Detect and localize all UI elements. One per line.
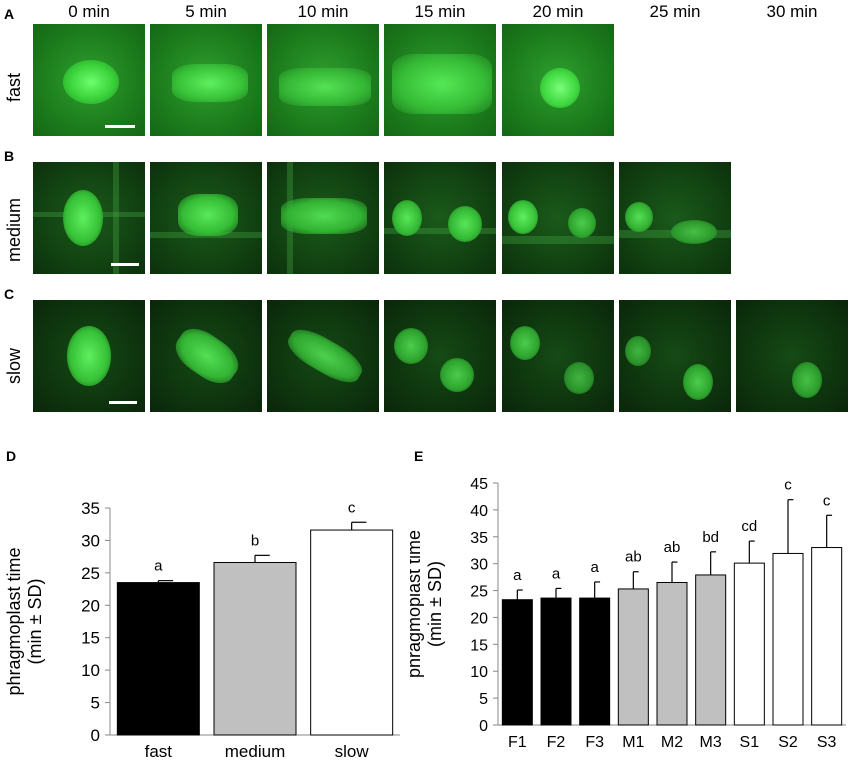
micrograph-medium-15min	[384, 162, 496, 274]
panel-letter-d: D	[6, 448, 17, 464]
micrograph-medium-5min	[150, 162, 262, 274]
time-label-20: 20 min	[532, 2, 584, 21]
y-tick-label: 10	[470, 664, 488, 681]
scale-bar	[109, 401, 137, 404]
y-tick-label: 30	[81, 531, 100, 550]
scale-bar	[111, 263, 139, 266]
time-label-25: 25 min	[649, 2, 701, 21]
x-tick-label: medium	[225, 742, 285, 761]
chart-e: 0 5 10 15 20 25 30 35 40 45 phragmoplast time(min …	[410, 476, 846, 751]
significance-label: ab	[664, 539, 681, 556]
micrograph-slow-0min	[33, 300, 145, 412]
time-label-15: 15 min	[414, 2, 466, 21]
significance-label: a	[154, 558, 163, 575]
bar	[501, 599, 533, 726]
panel-letter-c: C	[4, 286, 15, 302]
y-tick-label: 0	[91, 726, 100, 745]
micrograph-slow-15min	[384, 300, 496, 412]
row-label-fast: fast	[4, 72, 24, 102]
significance-label: b	[251, 532, 259, 549]
x-tick-label: M1	[622, 734, 644, 751]
time-label-5: 5 min	[185, 2, 227, 21]
significance-label: c	[823, 492, 831, 509]
micrograph-fast-10min	[267, 24, 379, 136]
row-label-slow: slow	[4, 347, 24, 384]
y-axis-label: (min ± SD)	[425, 561, 445, 647]
y-tick-label: 35	[81, 499, 100, 518]
significance-label: a	[552, 565, 561, 582]
bar	[695, 574, 727, 726]
bar	[213, 561, 297, 736]
x-tick-label: F3	[585, 734, 604, 751]
y-tick-label: 10	[81, 661, 100, 680]
significance-label: cd	[741, 518, 757, 535]
row-label-medium: medium	[4, 197, 24, 262]
y-axis-label: (min ± SD)	[25, 579, 45, 665]
x-tick-label: F1	[508, 734, 527, 751]
panel-letter-a: A	[4, 6, 15, 22]
bar	[811, 547, 843, 726]
micrograph-medium-25min	[619, 162, 731, 274]
bar	[310, 529, 394, 736]
chart-d: 0 5 10 15 20 25 30 35 phragmoplast time (min ± SD…	[4, 499, 400, 761]
micrograph-fast-5min	[150, 24, 262, 136]
micrograph-medium-10min	[267, 162, 379, 274]
y-tick-label: 5	[91, 694, 100, 713]
x-tick-label: M2	[661, 734, 683, 751]
scale-bar	[105, 125, 135, 128]
time-label-0: 0 min	[68, 2, 110, 21]
bar	[617, 588, 649, 726]
significance-label: c	[348, 499, 356, 516]
micrograph-medium-20min	[502, 162, 614, 274]
x-tick-label: fast	[145, 742, 173, 761]
y-tick-label: 0	[479, 718, 488, 735]
y-tick-label: 35	[470, 530, 488, 547]
significance-label: a	[513, 567, 522, 584]
micrograph-medium-0min	[33, 162, 145, 274]
micrograph-fast-15min	[384, 24, 496, 136]
panel-letter-e: E	[414, 448, 424, 464]
panel-letter-b: B	[4, 148, 15, 164]
micrograph-slow-25min	[619, 300, 731, 412]
bar	[116, 582, 200, 736]
bar	[579, 597, 611, 726]
significance-label: c	[784, 477, 792, 494]
bar	[733, 562, 765, 726]
micrograph-slow-20min	[502, 300, 614, 412]
y-tick-label: 25	[81, 564, 100, 583]
micrograph-fast-20min	[502, 24, 614, 136]
y-tick-label: 20	[470, 610, 488, 627]
y-tick-label: 25	[470, 584, 488, 601]
y-axis-label: phragmoplast time	[410, 530, 424, 678]
micrograph-slow-5min	[150, 300, 262, 412]
x-tick-label: S2	[778, 734, 798, 751]
x-tick-label: slow	[335, 742, 370, 761]
bar	[772, 552, 804, 726]
y-tick-label: 15	[470, 637, 488, 654]
micrograph-slow-30min	[736, 300, 848, 412]
x-tick-label: M3	[700, 734, 722, 751]
x-tick-label: F2	[547, 734, 566, 751]
significance-label: a	[590, 559, 599, 576]
y-tick-label: 5	[479, 691, 488, 708]
y-tick-label: 20	[81, 596, 100, 615]
x-tick-label: S1	[740, 734, 760, 751]
bar	[656, 581, 688, 726]
bar	[540, 597, 572, 726]
y-tick-label: 45	[470, 476, 488, 493]
time-label-10: 10 min	[297, 2, 349, 21]
y-tick-label: 15	[81, 629, 100, 648]
x-tick-label: S3	[817, 734, 837, 751]
time-label-30: 30 min	[766, 2, 818, 21]
y-tick-label: 40	[470, 503, 488, 520]
significance-label: bd	[702, 529, 719, 546]
micrograph-slow-10min	[267, 300, 379, 412]
y-axis-label: phragmoplast time	[4, 547, 24, 695]
significance-label: ab	[625, 549, 642, 566]
micrograph-fast-0min	[33, 24, 145, 136]
y-tick-label: 30	[470, 557, 488, 574]
